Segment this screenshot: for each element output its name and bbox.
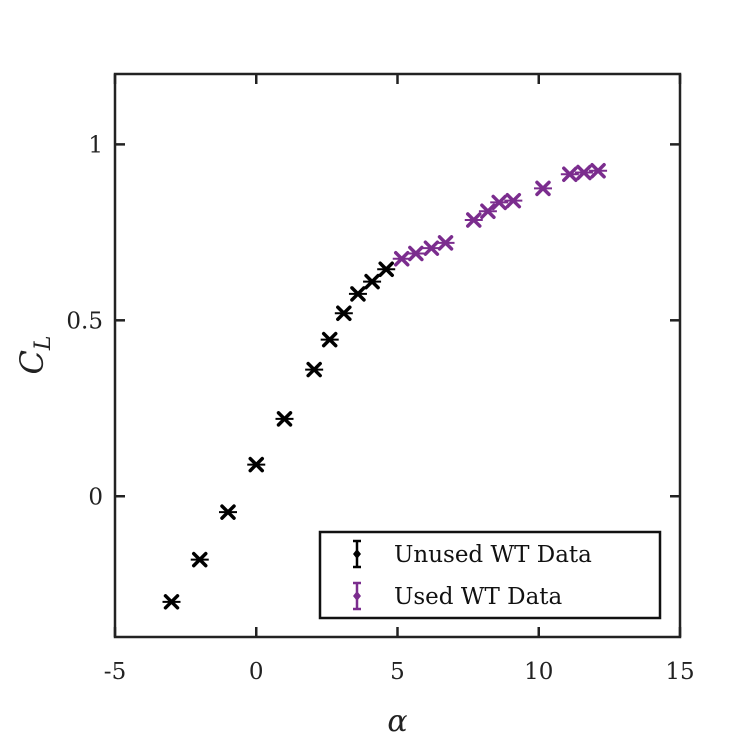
x-tick-label: 0 [249, 659, 264, 685]
points-layer [162, 163, 608, 610]
data-point-used [504, 192, 523, 209]
y-axis-label: CL [13, 335, 56, 374]
data-point-unused [305, 361, 324, 378]
y-tick-label: 0.5 [66, 308, 103, 334]
legend-box [318, 530, 662, 620]
legend: Unused WT Data Used WT Data [318, 530, 662, 620]
data-point-used [422, 240, 441, 256]
data-point-used [589, 163, 608, 179]
data-point-unused [219, 504, 237, 520]
y-axis-label-sub: L [31, 335, 56, 351]
data-point-used [574, 164, 593, 181]
y-axis-label-main: C [13, 350, 51, 374]
data-point-unused [275, 411, 294, 427]
data-point-unused [363, 273, 382, 290]
data-point-used [478, 203, 497, 219]
plot-frame [113, 72, 682, 639]
data-point-used [464, 212, 483, 228]
data-point-unused [190, 551, 209, 568]
y-tick-label: 1 [88, 132, 103, 158]
x-axis-label: α [387, 704, 407, 739]
legend-label-used: Used WT Data [394, 584, 563, 610]
data-point-used [533, 180, 552, 197]
legend-marker-unused [353, 539, 361, 569]
x-tick-label: 15 [665, 659, 694, 685]
data-point-used [490, 194, 509, 211]
data-point-used [392, 250, 411, 267]
x-tick-label: 5 [390, 659, 405, 685]
data-point-unused [320, 331, 339, 348]
data-point-used [436, 235, 455, 251]
data-point-used [406, 245, 425, 262]
ticks-layer: -5 0 5 10 15 0 0.5 1 [66, 74, 695, 685]
data-point-unused [247, 456, 266, 473]
data-point-unused [348, 286, 367, 302]
x-tick-label: -5 [104, 659, 126, 685]
data-point-unused [377, 261, 396, 278]
x-tick-label: 10 [524, 659, 553, 685]
data-point-used [560, 166, 579, 183]
data-point-unused [334, 305, 353, 322]
data-point-unused [162, 594, 181, 610]
legend-marker-used [353, 581, 361, 611]
y-tick-label: 0 [88, 484, 103, 510]
legend-label-unused: Unused WT Data [394, 542, 592, 568]
